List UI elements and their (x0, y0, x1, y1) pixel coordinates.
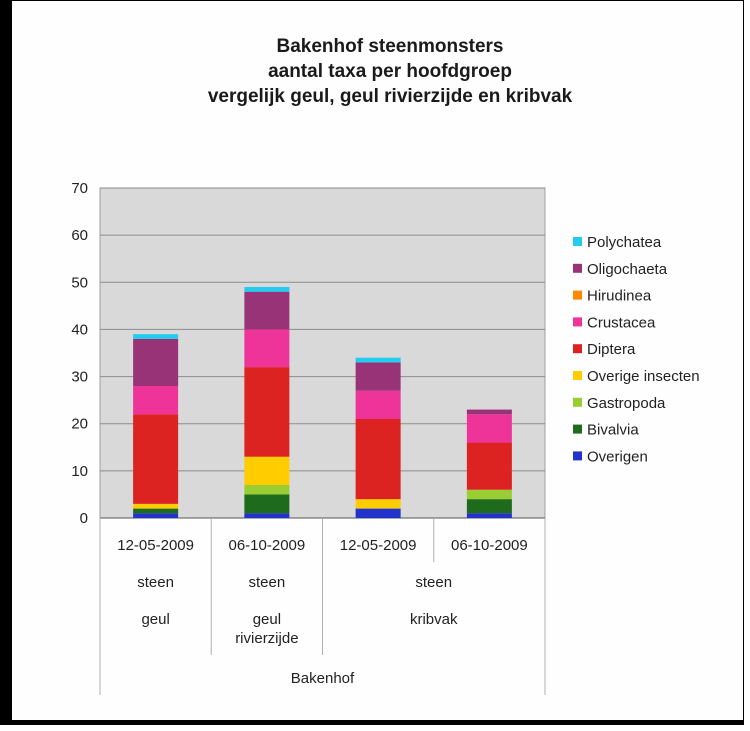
bar-segment (133, 513, 179, 518)
legend-label: Bivalvia (587, 422, 639, 439)
bar-segment (244, 456, 290, 485)
legend-label: Overige insecten (587, 368, 700, 385)
legend-label: Oligochaeta (587, 261, 668, 278)
bar-segment (133, 414, 179, 504)
bar-segment (133, 334, 179, 339)
x-category-label: 12-05-2009 (117, 537, 194, 554)
x-group-label: kribvak (410, 611, 458, 628)
legend-swatch (573, 344, 582, 354)
y-tick-label: 60 (71, 227, 88, 244)
x-group-label: geul (253, 611, 281, 628)
bar-segment (355, 362, 401, 391)
bar-segment (244, 329, 290, 368)
y-tick-label: 70 (71, 180, 88, 197)
x-group-label: steen (415, 574, 452, 591)
bar-segment (133, 503, 179, 509)
x-category-label: 12-05-2009 (340, 537, 417, 554)
bar-segment (133, 508, 179, 514)
bar-segment (466, 414, 512, 443)
y-tick-label: 20 (71, 416, 88, 433)
bar-segment (244, 367, 290, 457)
x-group-label: rivierzijde (235, 630, 298, 647)
legend-label: Polychatea (587, 234, 662, 251)
x-group-label: steen (249, 574, 286, 591)
bar-segment (244, 291, 290, 330)
legend-swatch (573, 424, 582, 434)
legend-swatch (573, 397, 582, 407)
y-tick-label: 30 (71, 369, 88, 386)
bar-segment (244, 513, 290, 518)
bar-segment (466, 499, 512, 514)
chart-title-line: Bakenhof steenmonsters (276, 36, 503, 57)
bar-segment (466, 442, 512, 490)
bar-segment (244, 287, 290, 292)
y-tick-label: 0 (80, 510, 88, 527)
y-tick-label: 50 (71, 274, 88, 291)
legend-swatch (573, 263, 582, 273)
bar-segment (244, 494, 290, 514)
bar-segment (466, 513, 512, 518)
legend-label: Overigen (587, 448, 648, 465)
legend-swatch (573, 451, 582, 461)
x-group-label: geul (141, 611, 169, 628)
bar-segment (355, 357, 401, 363)
legend-swatch (573, 317, 582, 327)
bar-segment (355, 419, 401, 500)
bar-segment (466, 409, 512, 415)
bar-segment (133, 386, 179, 415)
legend-label: Diptera (587, 341, 636, 358)
bar-segment (244, 485, 290, 495)
legend-label: Crustacea (587, 314, 656, 331)
x-group-label: Bakenhof (291, 670, 355, 687)
bar-segment (466, 489, 512, 500)
bar-segment (355, 390, 401, 419)
bar-segment (355, 499, 401, 509)
bar-segment (355, 508, 401, 518)
x-category-label: 06-10-2009 (451, 537, 528, 554)
legend-swatch (573, 237, 582, 246)
x-group-label: steen (137, 574, 174, 591)
y-tick-label: 10 (71, 463, 88, 480)
x-category-label: 06-10-2009 (229, 537, 306, 554)
legend-label: Hirudinea (587, 288, 652, 305)
bar-segment (133, 338, 179, 386)
legend-swatch (573, 290, 582, 300)
y-tick-label: 40 (71, 321, 88, 338)
legend-swatch (573, 371, 582, 380)
legend-label: Gastropoda (587, 395, 666, 412)
chart-title-line: vergelijk geul, geul rivierzijde en krib… (208, 86, 573, 107)
chart-title-line: aantal taxa per hoofdgroep (268, 61, 512, 82)
